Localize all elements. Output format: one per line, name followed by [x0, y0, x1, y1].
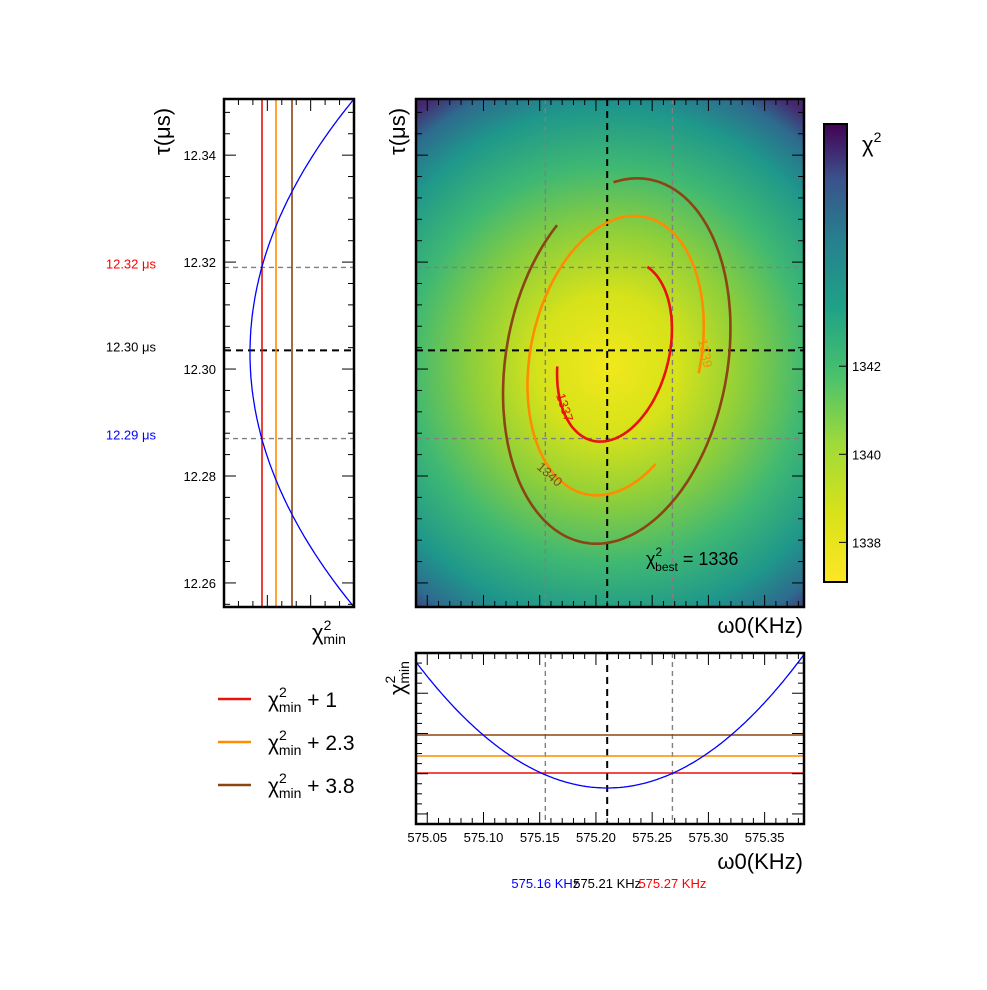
- bottom-xtick-label: 575.30: [689, 830, 729, 845]
- left-xlabel: χ2 min: [312, 617, 346, 647]
- left-ytick-label: 12.26: [183, 576, 216, 591]
- bottom-xtick-label: 575.05: [407, 830, 447, 845]
- colorbar-tick-label: 1342: [852, 359, 881, 374]
- bottom-xtick-label: 575.35: [745, 830, 785, 845]
- tau-value-label: 12.32 μs: [106, 256, 157, 271]
- colorbar-tick-label: 1338: [852, 535, 881, 550]
- bottom-xlabel: ω0(KHz): [717, 849, 803, 874]
- tau-value-label: 12.29 μs: [106, 428, 157, 443]
- best-chi2-annotation: χ2 best = 1336: [646, 545, 738, 574]
- main-ylabel: τ(μs): [385, 108, 410, 155]
- colorbar-tick-label: 1340: [852, 447, 881, 462]
- omega-value-label: 575.21 KHz: [573, 876, 641, 891]
- left-ytick-label: 12.32: [183, 255, 216, 270]
- left-ytick-label: 12.34: [183, 148, 216, 163]
- tau-profile-panel: 12.26 12.28 12.30 12.32 12.34 12.32 μs 12.30 μ…: [106, 97, 356, 647]
- bottom-ylabel: χ2min: [382, 661, 412, 695]
- bottom-xtick-label: 575.20: [576, 830, 616, 845]
- bottom-xtick-label: 575.10: [464, 830, 504, 845]
- heatmap-frame: [414, 97, 806, 609]
- bottom-xtick-label: 575.25: [632, 830, 672, 845]
- bottom-panel-border: [414, 651, 806, 826]
- contour-1340: [501, 176, 732, 545]
- colorbar-gradient: [823, 123, 848, 583]
- omega-value-label: 575.27 KHz: [638, 876, 706, 891]
- left-panel-border: [222, 97, 356, 609]
- legend-entry-label: χ2 min + 2.3: [268, 727, 355, 758]
- contour-label-1339: 1339: [695, 338, 716, 369]
- left-ytick-label: 12.28: [183, 469, 216, 484]
- legend: χ2 min + 1 χ2 min + 2.3 χ2 min + 3.8: [218, 684, 355, 801]
- left-chi2-curve: [249, 99, 354, 607]
- bottom-chi2-curve: [416, 654, 804, 789]
- bottom-xtick-label: 575.15: [520, 830, 560, 845]
- tau-value-label: 12.30 μs: [106, 339, 157, 354]
- legend-entry-label: χ2 min + 1: [268, 684, 337, 715]
- bottom-panel-frame: [416, 653, 804, 824]
- left-ylabel: τ(μs): [150, 108, 175, 155]
- main-xlabel: ω0(KHz): [717, 613, 803, 638]
- legend-entry-label: χ2 min + 3.8: [268, 770, 355, 801]
- omega-value-label: 575.16 KHz: [511, 876, 579, 891]
- left-panel-frame: [224, 99, 354, 607]
- left-ytick-label: 12.30: [183, 362, 216, 377]
- colorbar: 1338 1340 1342 χ2: [823, 123, 882, 583]
- colorbar-label: χ2: [862, 129, 882, 157]
- contour-1339: [526, 214, 705, 497]
- heatmap-panel: 1337 1339 1340 χ2 best = 1336 τ(μs) ω0(KHz…: [385, 97, 806, 638]
- contour-1337: [555, 265, 674, 443]
- omega-profile-panel: 575.05 575.10 575.15 575.20 575.25 575.30 575.…: [382, 651, 806, 891]
- heatmap-area: [416, 99, 804, 607]
